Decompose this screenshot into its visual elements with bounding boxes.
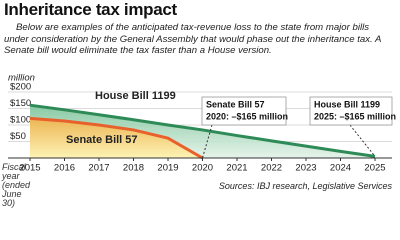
annotation-box: [201, 96, 287, 126]
x-tick-label: 2016: [54, 163, 75, 174]
annotation: House Bill 1199 2025: –$165 million: [309, 96, 396, 126]
y-tick-label: $200: [10, 82, 31, 93]
x-tick-label: 2023: [295, 163, 316, 174]
series-label: Senate Bill 57: [66, 134, 138, 146]
x-tick-label: 2020: [192, 163, 213, 174]
y-tick-label: $50: [10, 131, 26, 142]
annotation-text: 2020: –$165 million: [206, 111, 288, 121]
line: [29, 103, 376, 158]
chart-title: Inheritance tax impact: [4, 0, 177, 19]
leader-line: [349, 124, 376, 157]
x-axis-label: Fiscal year (ended June 30): [2, 162, 31, 208]
source: Sources: IBJ research, Legislative Servi…: [218, 181, 392, 191]
annotation-text: 2025: –$165 million: [314, 111, 396, 121]
annotation-text: Senate Bill 57: [206, 99, 265, 109]
x-tick-label: 2022: [261, 163, 282, 174]
page: {"chart_data": {"type": "area", "title":…: [2, 0, 397, 208]
x-tick-label: 2017: [88, 163, 109, 174]
annotation-box: [309, 96, 393, 126]
line: [29, 116, 204, 160]
y-tick-label: $100: [10, 115, 31, 126]
x-tick-label: 2024: [330, 163, 351, 174]
annotation: Senate Bill 57 2020: –$165 million: [201, 96, 288, 126]
y-axis-label: million: [8, 73, 35, 84]
x-tick-label: 2018: [123, 163, 144, 174]
area: [30, 118, 203, 158]
series-label: House Bill 1199: [95, 90, 176, 102]
y-tick-label: $150: [10, 98, 31, 109]
x-tick-label: 2015: [19, 163, 40, 174]
subtitle: Below are examples of the anticipated ta…: [4, 22, 382, 56]
leader-line: [202, 124, 213, 159]
x-tick-label: 2019: [157, 163, 178, 174]
annotation-text: House Bill 1199: [314, 99, 380, 109]
chart: million $50 $100 $150 $200 2015 2016 2017 2018 2…: [8, 73, 396, 174]
x-tick-label: 2021: [226, 163, 247, 174]
x-tick-label: 2025: [364, 163, 385, 174]
